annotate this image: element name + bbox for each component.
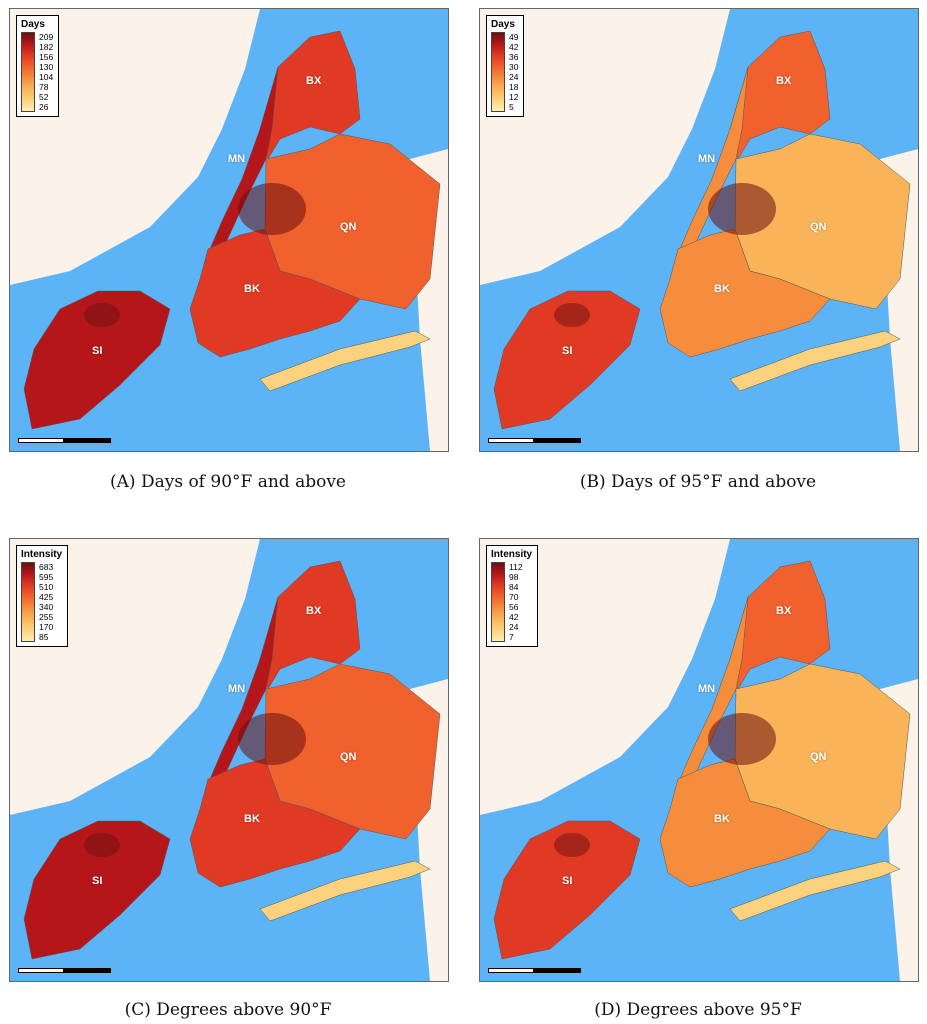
legend-title: Intensity (21, 549, 63, 560)
legend-title: Days (491, 19, 515, 30)
legend-ticks: 112 98 84 70 56 42 24 7 (509, 562, 523, 642)
legend-b: Days 49 42 36 30 24 18 12 5 (486, 15, 525, 117)
legend-tick: 255 (39, 612, 54, 622)
legend-tick: 26 (39, 102, 49, 112)
legend-tick: 52 (39, 92, 49, 102)
legend-tick: 85 (39, 632, 49, 642)
heat-map-c (10, 539, 448, 981)
legend-title: Intensity (491, 549, 533, 560)
legend-d: Intensity 112 98 84 70 56 42 24 7 (486, 545, 539, 647)
legend-tick: 510 (39, 582, 54, 592)
legend-c: Intensity 683 595 510 425 340 255 170 85 (16, 545, 69, 647)
legend-tick: 18 (509, 82, 519, 92)
legend-color-ramp (21, 32, 35, 112)
legend-color-ramp (491, 32, 505, 112)
legend-tick: 56 (509, 602, 519, 612)
borough-label-qn: QN (340, 751, 357, 763)
borough-label-mn: MN (698, 683, 716, 695)
scale-bar (18, 435, 118, 445)
caption-b: (B) Days of 95°F and above (579, 472, 817, 492)
borough-label-mn: MN (698, 153, 716, 165)
borough-label-si: SI (562, 345, 573, 357)
legend-tick: 12 (509, 92, 519, 102)
map-panel-a: Days 209 182 156 130 104 78 52 26 BX MN … (9, 8, 449, 452)
heat-map-b (480, 9, 918, 451)
borough-label-qn: QN (340, 221, 357, 233)
legend-tick: 130 (39, 62, 54, 72)
borough-label-bk: BK (714, 813, 730, 825)
legend-tick: 42 (509, 612, 519, 622)
borough-label-bk: BK (244, 813, 260, 825)
legend-tick: 98 (509, 572, 519, 582)
map-panel-c: Intensity 683 595 510 425 340 255 170 85… (9, 538, 449, 982)
scale-bar (488, 965, 588, 975)
legend-color-ramp (21, 562, 35, 642)
legend-tick: 36 (509, 52, 519, 62)
legend-tick: 340 (39, 602, 54, 612)
borough-label-bx: BX (776, 75, 792, 87)
caption-d: (D) Degrees above 95°F (594, 1000, 802, 1020)
legend-tick: 5 (509, 102, 514, 112)
borough-label-bx: BX (306, 75, 322, 87)
map-panel-b: Days 49 42 36 30 24 18 12 5 BX MN QN BK … (479, 8, 919, 452)
legend-tick: 182 (39, 42, 54, 52)
legend-tick: 49 (509, 32, 519, 42)
legend-title: Days (21, 19, 45, 30)
heat-map-d (480, 539, 918, 981)
legend-tick: 30 (509, 62, 519, 72)
legend-tick: 425 (39, 592, 54, 602)
borough-label-qn: QN (810, 221, 827, 233)
legend-tick: 683 (39, 562, 54, 572)
caption-a: (A) Days of 90°F and above (110, 472, 346, 492)
heat-map-a (10, 9, 448, 451)
legend-tick: 112 (509, 562, 523, 572)
legend-tick: 42 (509, 42, 519, 52)
borough-label-qn: QN (810, 751, 827, 763)
legend-ticks: 49 42 36 30 24 18 12 5 (509, 32, 518, 112)
borough-label-si: SI (562, 875, 573, 887)
legend-tick: 7 (509, 632, 514, 642)
legend-ticks: 209 182 156 130 104 78 52 26 (39, 32, 53, 112)
scale-bar (18, 965, 118, 975)
caption-c: (C) Degrees above 90°F (124, 1000, 332, 1020)
legend-tick: 84 (509, 582, 519, 592)
map-panel-d: Intensity 112 98 84 70 56 42 24 7 BX MN … (479, 538, 919, 982)
legend-tick: 595 (39, 572, 54, 582)
borough-label-bx: BX (306, 605, 322, 617)
legend-tick: 70 (509, 592, 519, 602)
scale-bar (488, 435, 588, 445)
borough-label-bk: BK (714, 283, 730, 295)
borough-label-mn: MN (228, 153, 246, 165)
legend-tick: 209 (39, 32, 54, 42)
borough-label-bk: BK (244, 283, 260, 295)
legend-tick: 78 (39, 82, 49, 92)
borough-label-si: SI (92, 345, 103, 357)
legend-a: Days 209 182 156 130 104 78 52 26 (16, 15, 60, 117)
legend-ticks: 683 595 510 425 340 255 170 85 (39, 562, 53, 642)
borough-label-si: SI (92, 875, 103, 887)
legend-tick: 156 (39, 52, 54, 62)
borough-label-bx: BX (776, 605, 792, 617)
legend-color-ramp (491, 562, 505, 642)
legend-tick: 104 (39, 72, 54, 82)
legend-tick: 24 (509, 622, 519, 632)
legend-tick: 24 (509, 72, 519, 82)
legend-tick: 170 (39, 622, 54, 632)
borough-label-mn: MN (228, 683, 246, 695)
